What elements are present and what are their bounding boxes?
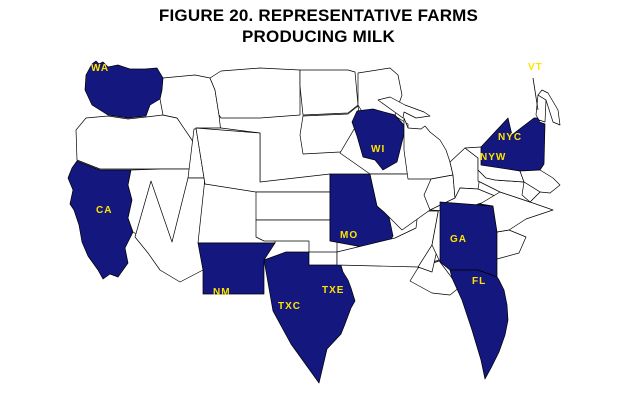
svg-text:NM: NM <box>213 287 231 298</box>
svg-text:MO: MO <box>340 230 358 241</box>
svg-text:WA: WA <box>91 63 109 74</box>
svg-text:TXC: TXC <box>278 301 301 312</box>
svg-text:FL: FL <box>472 276 486 287</box>
svg-text:CA: CA <box>96 205 112 216</box>
svg-text:NYW: NYW <box>480 152 506 163</box>
svg-text:TXE: TXE <box>322 285 344 296</box>
svg-text:WI: WI <box>371 144 385 155</box>
svg-text:VT: VT <box>528 62 543 73</box>
svg-text:GA: GA <box>450 234 467 245</box>
svg-text:NYC: NYC <box>498 132 522 143</box>
